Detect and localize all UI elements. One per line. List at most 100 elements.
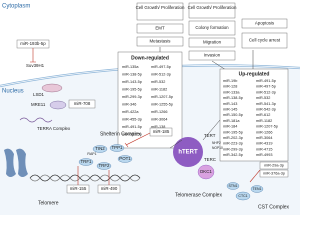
down-regulated-title: Down-regulated bbox=[131, 55, 169, 61]
protein: TEN1 bbox=[253, 187, 262, 191]
mirna: miR-497-5p bbox=[256, 85, 276, 89]
mirna: miR-150-5p bbox=[223, 113, 243, 117]
outcome: Cell cycle arrest bbox=[249, 38, 281, 43]
protein: NOP10 bbox=[212, 146, 223, 150]
mirna: miR-490 bbox=[101, 186, 118, 191]
mirna: miR-145 bbox=[223, 108, 237, 112]
mirna: miR-1207-5p bbox=[256, 125, 278, 129]
mirna-box bbox=[259, 161, 289, 170]
mirna-box bbox=[149, 127, 173, 137]
dna bbox=[29, 174, 141, 182]
mirna: miR-138-5p bbox=[223, 96, 243, 100]
outcome: Metastasis bbox=[150, 39, 172, 44]
mirna: miR-155 bbox=[70, 186, 87, 191]
mirna: miR-4715 bbox=[256, 147, 272, 151]
mirna: miR-181a bbox=[223, 119, 240, 123]
outcome-box bbox=[136, 36, 184, 47]
mirna: miR-708 bbox=[74, 101, 91, 106]
outcome: EMT bbox=[155, 26, 165, 31]
mirna: miR-1182 bbox=[256, 119, 272, 123]
outcome: Migration bbox=[203, 40, 222, 45]
mirna: miR-138 bbox=[151, 125, 165, 129]
mirna: miR-29a-3p bbox=[264, 164, 284, 168]
inhibit bbox=[30, 48, 36, 63]
protein: CTC1 bbox=[238, 194, 247, 198]
mirna: miR-4993 bbox=[256, 153, 272, 157]
protein: POT1 bbox=[119, 156, 131, 161]
mirna: miR-195-5p bbox=[223, 130, 243, 134]
outcome-box bbox=[241, 18, 288, 29]
mirna: miR-223-3p bbox=[223, 142, 243, 146]
mirna: miR-143 bbox=[223, 102, 237, 106]
up-regulated-title: Up-regulated bbox=[239, 71, 270, 77]
protein: TERT bbox=[204, 133, 216, 138]
mirna-box bbox=[68, 99, 96, 109]
mirna: miR-376a-3p bbox=[263, 172, 285, 176]
diagram: Cytoplasm Nucleus Cell Growth/ Prolifera… bbox=[0, 2, 301, 215]
rna bbox=[19, 117, 53, 123]
protein: TRF2 bbox=[99, 163, 111, 168]
chromosome bbox=[16, 148, 28, 177]
outcome-box bbox=[188, 50, 236, 61]
protein-shape bbox=[117, 155, 133, 163]
protein: hTERT bbox=[178, 150, 198, 156]
outcome-box bbox=[136, 2, 184, 21]
protein: TPP1 bbox=[112, 145, 124, 150]
mirna: miR-3064 bbox=[151, 118, 167, 122]
mirna: miR-346 bbox=[122, 103, 136, 107]
protein: RAP1 bbox=[87, 152, 96, 156]
protein-shape bbox=[41, 83, 63, 93]
protein-shape bbox=[235, 191, 251, 201]
mirna: miR-1266 bbox=[151, 110, 167, 114]
mirna: miR-491-5p bbox=[256, 79, 276, 83]
outcome: Cell Growth/ Proliferation bbox=[136, 5, 185, 10]
mirna: miR-455-3p bbox=[122, 118, 142, 122]
mirna: miR-133a bbox=[223, 90, 240, 94]
outcome: Invasion bbox=[204, 53, 221, 58]
mirna: miR-497-5p bbox=[151, 65, 171, 69]
protein-shape bbox=[226, 182, 240, 190]
outcome-box bbox=[188, 37, 236, 48]
htert-shape bbox=[173, 137, 203, 167]
mirna: miR-195-5p bbox=[122, 88, 142, 92]
outcome: Apoptosis bbox=[255, 21, 275, 26]
inhibit bbox=[249, 169, 261, 183]
protein: TERC bbox=[204, 157, 216, 162]
mirna: miR-1207-5p bbox=[151, 95, 173, 99]
mirna: miR-138-5p bbox=[122, 73, 142, 77]
mirna: miR-4319 bbox=[256, 142, 272, 146]
protein-shape bbox=[96, 162, 112, 170]
telomere-label: Telomere bbox=[38, 200, 59, 206]
protein-shape bbox=[78, 158, 94, 166]
outcome-box bbox=[241, 32, 288, 49]
outcome: Colony formation bbox=[195, 25, 229, 30]
mirna: miR-512-3p bbox=[151, 73, 171, 77]
protein: TIN2 bbox=[95, 146, 105, 151]
mirna: miR-202-3p bbox=[223, 136, 243, 140]
mirna: miR-299-3p bbox=[122, 95, 142, 99]
cytoplasm-label: Cytoplasm bbox=[2, 4, 30, 10]
protein: NHP2 bbox=[212, 141, 221, 145]
mirna: miR-541-3p bbox=[256, 102, 276, 106]
mirna: miR-542-3p bbox=[256, 108, 276, 112]
inhibit bbox=[77, 166, 110, 185]
protein: MRE11 bbox=[31, 102, 46, 107]
outcome: Cell Growth/ Proliferation bbox=[188, 5, 237, 10]
protein-shape bbox=[250, 185, 264, 193]
mirna: miR-512-5p bbox=[122, 133, 142, 137]
outcome-box bbox=[188, 20, 236, 36]
mirna: miR-342-5p bbox=[223, 153, 243, 157]
complex-label: Telomerase Complex bbox=[175, 192, 222, 198]
protein: LSD1 bbox=[33, 92, 45, 97]
mirna: miR-299-3p bbox=[223, 147, 243, 151]
mirna: miR-612 bbox=[256, 113, 270, 117]
arrows bbox=[169, 119, 221, 149]
mirna: miR-491-5p bbox=[122, 125, 142, 129]
mirna: miR-1266 bbox=[256, 130, 272, 134]
complex-label: Shelterin Complex bbox=[100, 131, 141, 137]
protein: TRF1 bbox=[81, 159, 93, 164]
mirna: miR-512-3p bbox=[256, 90, 276, 94]
protein-shape bbox=[197, 164, 215, 180]
protein-shape bbox=[49, 100, 67, 110]
chromosome bbox=[4, 148, 16, 177]
